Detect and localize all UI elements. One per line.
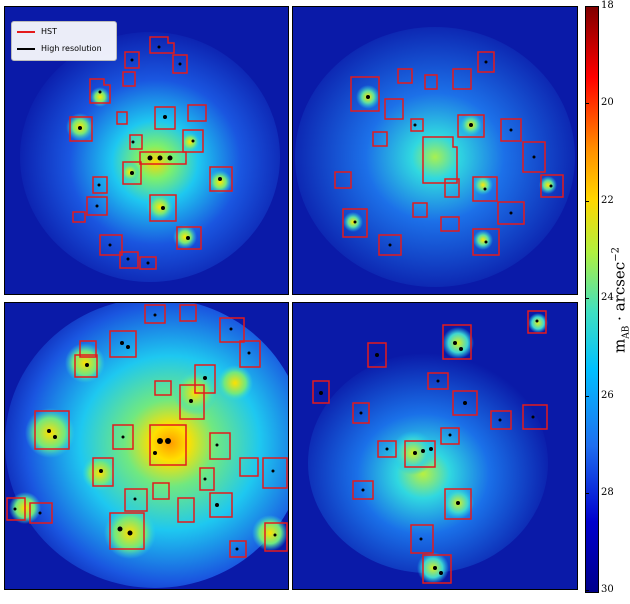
colorbar-tick <box>585 6 589 7</box>
colorbar-tick <box>585 396 589 397</box>
colorbar-tick <box>585 298 589 299</box>
legend-swatch-red <box>17 30 35 33</box>
colorbar-title-rest: · arcsec <box>610 261 629 326</box>
colorbar-tick-label: 28 <box>601 487 614 498</box>
legend-swatch-black <box>17 47 35 50</box>
colorbar-tick <box>585 493 589 494</box>
colorbar-title-sub: AB <box>621 325 630 339</box>
image-panel-bottom-left <box>4 302 289 590</box>
image-panel-top-right <box>292 6 578 295</box>
colorbar <box>585 6 599 593</box>
colorbar-title-exp: −2 <box>610 247 622 262</box>
colorbar-title-main: m <box>610 338 629 353</box>
colorbar-tick-label: 26 <box>601 390 614 401</box>
colorbar-tick-label: 20 <box>601 97 614 108</box>
colorbar-tick-label: 30 <box>601 584 614 595</box>
colorbar-title: mAB · arcsec−2 <box>611 247 630 353</box>
image-panel-bottom-right <box>292 302 578 590</box>
colorbar-tick <box>585 201 589 202</box>
colorbar-tick <box>585 103 589 104</box>
image-panel-top-left: HST High resolution <box>4 6 289 295</box>
legend-label: HST <box>41 27 57 36</box>
colorbar-tick <box>585 590 589 591</box>
colorbar-tick-label: 22 <box>601 195 614 206</box>
colorbar-tick-label: 18 <box>601 0 614 11</box>
legend-entry-high-resolution: High resolution <box>17 44 102 53</box>
colorbar-tick-label: 24 <box>601 292 614 303</box>
legend-entry-hst: HST <box>17 27 57 36</box>
legend-label: High resolution <box>41 44 102 53</box>
legend: HST High resolution <box>11 21 117 61</box>
